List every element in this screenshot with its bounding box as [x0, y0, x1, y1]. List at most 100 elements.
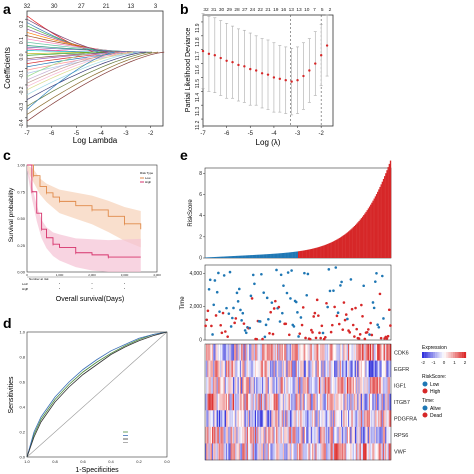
heatmap-cell [291, 443, 293, 461]
heatmap-cell [264, 426, 266, 444]
heatmap-cell [374, 426, 377, 444]
riskscore-bar [253, 254, 256, 258]
heatmap-cell [304, 360, 307, 378]
riskscore-bar [344, 234, 346, 258]
heatmap-cell [278, 360, 280, 378]
heatmap-cell [314, 360, 316, 378]
heatmap-cell [293, 410, 295, 428]
expression-colorbar-cell [463, 352, 467, 358]
heatmap-cell [215, 344, 217, 361]
heatmap-cell [266, 393, 268, 411]
time-scatter [204, 266, 392, 341]
heatmap-cell [373, 344, 375, 361]
b-ytick-label: 11.2 [195, 120, 201, 130]
heatmap-cell [265, 443, 267, 461]
heatmap-cell [306, 393, 308, 411]
heatmap-cell [216, 410, 218, 428]
heatmap-cell [254, 393, 257, 411]
heatmap-cell [292, 360, 294, 378]
heatmap-cell [380, 344, 382, 361]
c-ytick-label: 0.50 [17, 216, 26, 221]
riskscore-bar [301, 250, 303, 258]
a-ytick-label: -0.4 [19, 119, 25, 128]
heatmap-cell [354, 410, 357, 428]
heatmap-cell [285, 377, 287, 394]
riskscore-bar [259, 254, 261, 258]
heatmap-cell [248, 344, 250, 361]
heatmap-cell [382, 393, 385, 411]
heatmap-cell [352, 377, 354, 394]
heatmap-cell [281, 426, 284, 444]
heatmap-cell [208, 344, 210, 361]
heatmap-cell [227, 393, 229, 411]
heatmap-cell [260, 443, 263, 461]
heatmap-cell [384, 426, 386, 444]
heatmap-cell [373, 443, 375, 461]
riskscore-bar [329, 242, 331, 258]
riskscore-bar [222, 256, 224, 258]
time-point [367, 328, 370, 331]
heatmap-cell [381, 377, 384, 394]
heatmap-cell [268, 410, 271, 428]
heatmap-cell [372, 360, 374, 378]
heatmap-cell [352, 443, 354, 461]
heatmap-cell [302, 377, 305, 394]
heatmap-cell [234, 443, 236, 461]
heatmap-cell [367, 426, 370, 444]
heatmap-cell [310, 377, 313, 394]
heatmap-cell [344, 393, 346, 411]
heatmap-cell [213, 426, 215, 444]
heatmap-cell [350, 426, 352, 444]
heatmap-cell [239, 410, 242, 428]
time-point [341, 328, 345, 331]
panel-c: c 1.000.750.500.250.000 1,000 2,000 3,000 4,… [3, 147, 161, 303]
heatmap-cell [273, 360, 275, 378]
heatmap-cell [228, 426, 230, 444]
time-point [386, 334, 390, 338]
deviance-point [284, 79, 287, 82]
heatmap-cell [274, 377, 277, 394]
heatmap-cell [314, 426, 316, 444]
riskscore-bar [237, 255, 239, 258]
heatmap-cell [368, 426, 371, 444]
heatmap-cell [278, 426, 280, 444]
heatmap-cell [330, 344, 332, 361]
heatmap-cell [353, 377, 356, 394]
heatmap-cell [220, 426, 222, 444]
heatmap-cell [223, 344, 225, 361]
heatmap-cell [225, 377, 228, 394]
riskscore-bar [354, 224, 357, 258]
heatmap-cell [258, 426, 260, 444]
heatmap-cell [301, 360, 303, 378]
heatmap-cell [213, 410, 215, 428]
heatmap-cell [209, 344, 212, 361]
heatmap-cell [244, 410, 246, 428]
heatmap-cell [344, 410, 346, 428]
heatmap-cell [308, 360, 310, 378]
time-point [205, 318, 209, 322]
heatmap-cell [329, 393, 331, 411]
heatmap-cell [272, 426, 274, 444]
heatmap-cell [296, 393, 299, 411]
time-point [232, 306, 235, 310]
heatmap-cell [388, 443, 391, 461]
legend-high-dot [422, 388, 428, 394]
heatmap-cell [264, 393, 266, 411]
heatmap-cell [316, 426, 318, 444]
heatmap-cell [353, 426, 356, 444]
heatmap-cell [235, 426, 237, 444]
heatmap-cell [372, 410, 374, 428]
riskscore-bar [304, 250, 307, 258]
heatmap-cell [315, 344, 317, 361]
heatmap-cell [387, 360, 389, 378]
time-point [207, 287, 211, 291]
heatmap-cell [289, 443, 292, 461]
heatmap-cell [239, 393, 242, 411]
time-point [327, 268, 331, 271]
gene-label: ITGB7 [394, 400, 410, 406]
heatmap-cell [241, 377, 243, 394]
heatmap-cell [295, 393, 298, 411]
heatmap-cell [318, 443, 321, 461]
riskscore-bar [263, 254, 265, 258]
heatmap-cell [208, 410, 210, 428]
